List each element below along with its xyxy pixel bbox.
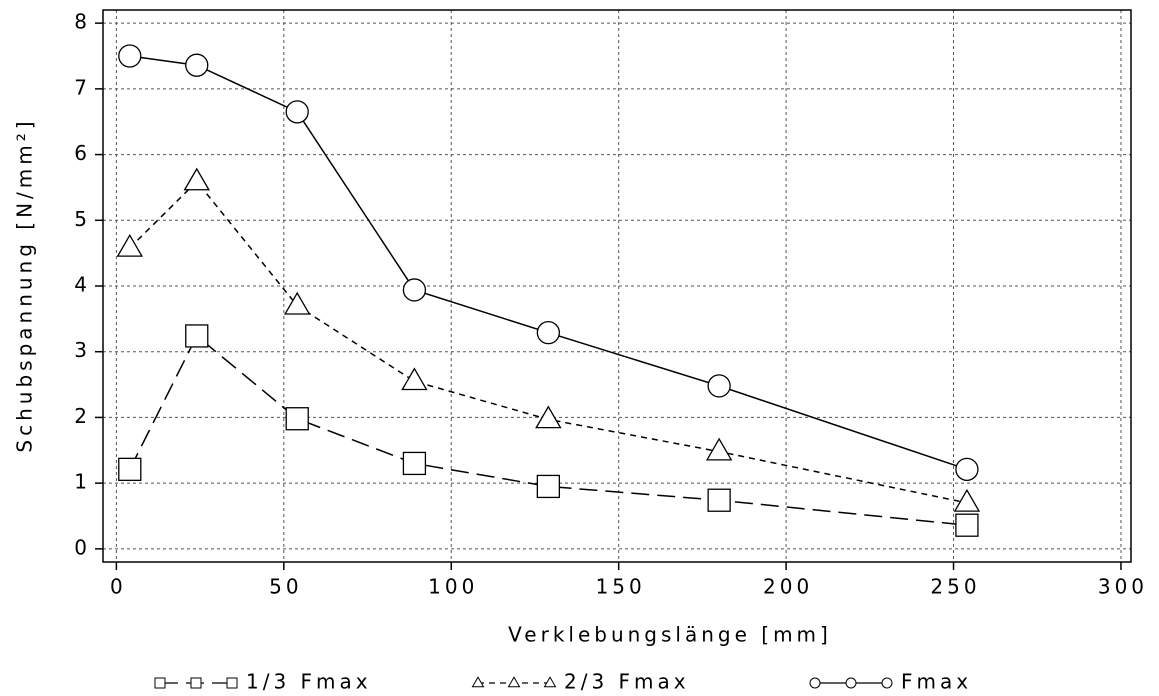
marker	[190, 677, 202, 689]
y-axis-label: Schubspannung [N/mm²]	[13, 117, 37, 452]
marker	[283, 291, 311, 315]
marker	[183, 167, 210, 191]
marker	[953, 488, 981, 512]
marker	[955, 457, 979, 481]
marker	[402, 451, 427, 476]
x-tick-label: 300	[1098, 575, 1148, 599]
marker	[185, 324, 209, 348]
marker	[536, 474, 561, 499]
y-tick-label: 0	[74, 535, 91, 559]
y-tick-label: 1	[74, 470, 91, 494]
marker	[185, 53, 209, 77]
x-tick-label: 250	[930, 575, 980, 599]
plot-frame	[102, 9, 1132, 563]
marker	[471, 676, 485, 688]
legend-label: Fmax	[901, 670, 972, 694]
marker	[536, 321, 561, 345]
marker	[507, 676, 521, 688]
x-tick-label: 100	[428, 575, 478, 599]
legend-label: 2/3 Fmax	[564, 670, 690, 694]
marker	[118, 457, 142, 481]
marker	[881, 677, 893, 689]
marker	[154, 677, 166, 689]
x-tick-label: 50	[269, 575, 302, 599]
marker	[402, 278, 427, 302]
marker	[401, 367, 428, 391]
y-tick-label: 5	[74, 207, 91, 231]
x-tick-label: 200	[763, 575, 813, 599]
y-tick-label: 6	[74, 141, 91, 165]
marker	[543, 676, 557, 688]
marker	[285, 100, 309, 124]
marker	[116, 233, 144, 257]
y-tick-label: 2	[74, 404, 91, 428]
y-tick-label: 7	[74, 75, 91, 99]
x-tick-label: 0	[110, 575, 127, 599]
marker	[955, 513, 979, 537]
marker	[707, 374, 731, 398]
marker	[705, 437, 733, 461]
marker	[535, 405, 562, 429]
marker	[285, 407, 309, 431]
y-tick-label: 8	[74, 10, 91, 34]
legend-label: 1/3 Fmax	[246, 670, 372, 694]
marker	[118, 44, 142, 68]
y-tick-label: 3	[74, 338, 91, 362]
marker	[845, 677, 857, 689]
marker	[707, 488, 731, 512]
y-tick-label: 4	[74, 273, 91, 297]
x-tick-label: 150	[596, 575, 646, 599]
x-axis-label: Verklebungslänge [mm]	[508, 623, 832, 647]
marker	[226, 677, 238, 689]
marker	[809, 677, 821, 689]
